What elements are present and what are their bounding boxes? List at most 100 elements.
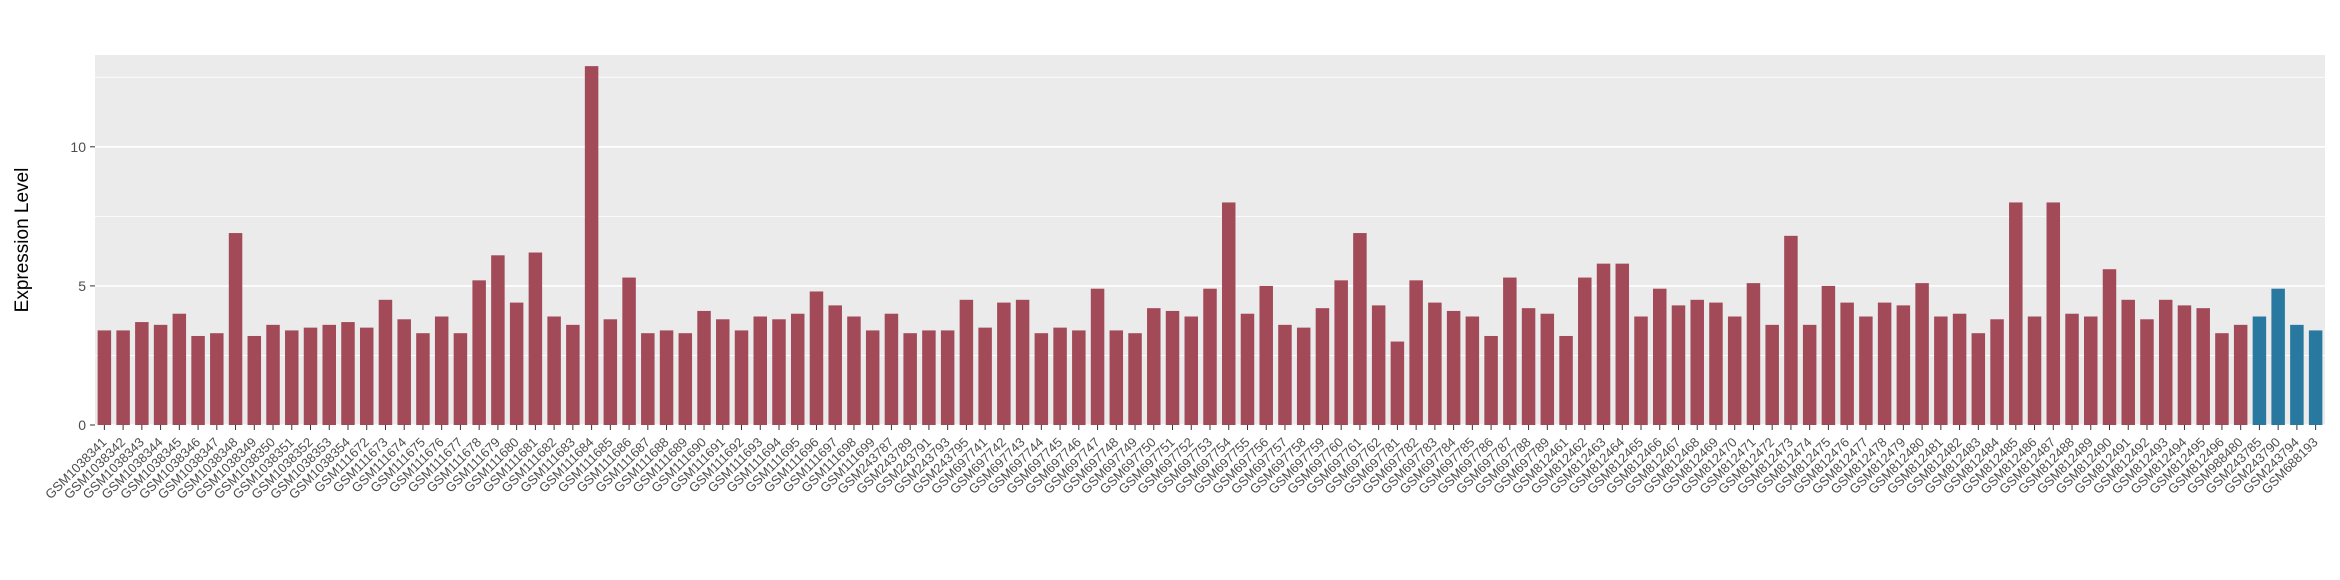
bar <box>659 330 674 425</box>
y-axis-title: Expression Level <box>12 168 33 313</box>
bar <box>1015 299 1030 425</box>
bar <box>1334 280 1348 425</box>
bar <box>828 305 842 425</box>
bar <box>1484 335 1498 425</box>
bar <box>1259 285 1273 425</box>
bar <box>1765 324 1779 425</box>
bar <box>865 330 880 425</box>
bar <box>1428 302 1442 425</box>
bar <box>509 302 524 425</box>
bar <box>566 324 580 425</box>
bar <box>1859 316 1873 425</box>
bar <box>1578 277 1592 425</box>
bar <box>1521 308 1536 425</box>
bar <box>378 299 393 425</box>
bar <box>153 324 168 425</box>
bar <box>603 319 618 425</box>
bar <box>1184 316 1199 425</box>
bar <box>772 319 786 425</box>
bar <box>1296 327 1311 425</box>
bar <box>790 313 805 425</box>
bar <box>1465 316 1480 425</box>
bar <box>716 319 730 425</box>
bar <box>1990 319 2004 425</box>
bar <box>247 335 262 425</box>
bar <box>1952 313 1967 425</box>
bar <box>1934 316 1948 425</box>
bar <box>1371 305 1386 425</box>
bar <box>697 310 711 425</box>
bar <box>1821 285 1836 425</box>
x-axis: GSM1038341GSM1038342GSM1038343GSM1038344… <box>42 425 2321 502</box>
bar <box>1596 263 1611 425</box>
bar <box>359 327 374 425</box>
bar <box>2215 333 2229 425</box>
bar <box>1634 316 1648 425</box>
y-tick-label: 10 <box>70 139 86 155</box>
bar <box>472 280 486 425</box>
bar <box>210 333 224 425</box>
bar <box>172 313 187 425</box>
bar <box>397 319 411 425</box>
bar <box>2121 299 2135 425</box>
bar <box>2065 313 2079 425</box>
bar <box>322 324 336 425</box>
bar <box>1090 288 1105 425</box>
y-axis: 0 5 10 <box>70 139 95 433</box>
bar <box>2102 269 2117 425</box>
bar <box>1240 313 1255 425</box>
bar <box>2271 288 2285 425</box>
bar <box>2290 324 2304 425</box>
bar <box>1784 235 1798 425</box>
bar <box>1690 299 1704 425</box>
bar <box>341 322 355 425</box>
bar <box>1446 310 1461 425</box>
bar <box>641 333 655 425</box>
bar <box>903 333 917 425</box>
bar <box>1840 302 1854 425</box>
bar <box>1409 280 1423 425</box>
bar <box>1540 313 1555 425</box>
bar <box>1653 288 1667 425</box>
bar <box>1109 330 1124 425</box>
bar <box>1746 283 1761 425</box>
bar <box>453 333 468 425</box>
bar <box>1615 263 1630 425</box>
bar <box>1971 333 1986 425</box>
bar <box>1278 324 1292 425</box>
bar <box>135 322 149 425</box>
bar <box>228 233 243 425</box>
bar <box>1165 310 1180 425</box>
bar <box>547 316 561 425</box>
bar <box>2177 305 2192 425</box>
bar <box>491 255 505 425</box>
bar <box>434 316 449 425</box>
bar <box>1034 333 1049 425</box>
y-tick-label: 5 <box>78 278 86 294</box>
bar <box>116 330 130 425</box>
bar <box>191 335 205 425</box>
bar <box>959 299 974 425</box>
bar <box>2046 202 2061 425</box>
bar <box>884 313 899 425</box>
bar <box>753 316 767 425</box>
bar <box>922 330 936 425</box>
bar <box>622 277 636 425</box>
bar <box>847 316 861 425</box>
bar <box>940 330 955 425</box>
bar <box>303 327 318 425</box>
bar <box>1503 277 1517 425</box>
bar <box>1221 202 1236 425</box>
bar <box>1072 330 1086 425</box>
bar <box>416 333 430 425</box>
bar <box>1802 324 1817 425</box>
bar <box>1353 233 1367 425</box>
bar <box>1915 283 1929 425</box>
bar <box>266 324 280 425</box>
bar <box>1053 327 1067 425</box>
y-tick-label: 0 <box>78 417 86 433</box>
bar <box>997 302 1011 425</box>
bar <box>2308 330 2323 425</box>
